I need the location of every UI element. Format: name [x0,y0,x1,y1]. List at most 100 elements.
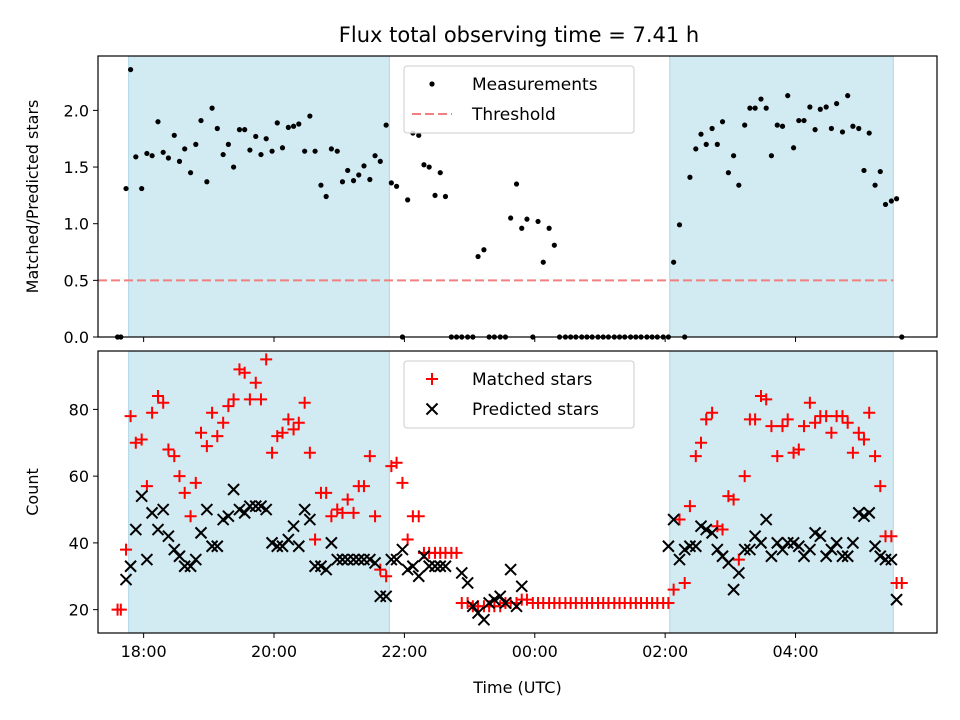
measurement-point [524,216,530,222]
matched-stars-point [178,486,191,499]
measurement-point [698,131,704,137]
predicted-stars-point [200,503,214,516]
matched-stars-point [200,440,213,453]
measurement-point [736,182,742,188]
predicted-stars-point [308,560,322,573]
matched-stars-point [781,413,794,426]
measurement-point [149,153,155,159]
matched-stars-point [374,563,387,576]
measurement-point [812,127,818,133]
matched-stars-point [662,596,675,609]
measurement-point [302,148,308,154]
predicted-stars-point [683,540,697,553]
measurement-point [839,129,846,135]
measurement-point [290,123,297,129]
matched-stars-point [146,406,159,419]
measurement-point [155,119,161,125]
predicted-stars-point [711,543,724,556]
matched-stars-point [825,426,838,439]
legend-box [403,65,635,134]
measurement-point [475,253,481,260]
predicted-stars-point [140,553,154,566]
matched-stars-point [243,393,256,406]
matched-stars-point [227,393,240,406]
matched-stars-point [341,493,354,506]
measurement-point [388,180,394,186]
measurement-point [432,192,438,198]
predicted-stars-point [705,526,719,540]
predicted-stars-point [385,553,398,566]
measurement-point [687,174,693,180]
measurement-point [334,148,340,154]
measurement-point [893,196,900,202]
y-tick-label: 80 [69,400,89,419]
matched-stars-point [168,450,181,463]
measurement-point [845,93,851,99]
measurement-point [551,242,557,248]
predicted-stars-point [781,536,794,550]
measurement-point [204,179,210,185]
matched-stars-point [841,416,854,429]
matched-stars-point [700,413,713,426]
matched-stars-point [287,423,300,436]
predicted-stars-point [673,553,686,566]
predicted-stars-point [189,553,202,566]
measurement-point [719,119,726,125]
matched-stars-point [749,413,762,426]
predicted-stars-point [792,540,806,553]
predicted-stars-point [461,576,474,590]
matched-stars-point [347,506,360,519]
matched-stars-point [266,446,279,459]
x-axis-label: Time (UTC) [472,678,561,697]
matched-stars-point [369,510,382,523]
matched-stars-point [390,456,403,469]
predicted-stars-point [700,523,713,536]
measurement-point [393,183,400,189]
matched-stars-point [157,396,170,409]
predicted-stars-point [494,590,507,603]
predicted-stars-point [173,550,186,563]
matched-stars-point [450,546,463,559]
legend-box [403,360,635,429]
predicted-stars-point [428,560,442,573]
matched-stars-point [771,450,784,463]
predicted-stars-point [129,523,143,536]
measurement-point [328,146,334,152]
measurement-point [171,132,177,138]
measurement-point [801,117,807,124]
measurement-point [421,162,427,168]
measurement-point [856,125,862,132]
predicted-stars-point [357,553,371,566]
matched-stars-point [760,393,773,406]
matched-stars-point [189,476,202,489]
measurement-point [709,125,715,132]
measurement-point [513,181,520,187]
predicted-stars-point [292,540,305,553]
measurement-point [209,105,215,111]
predicted-stars-point [238,506,251,520]
measurement-point [127,66,134,73]
predicted-stars-point [890,593,903,606]
matched-stars-point [173,470,186,483]
measurement-point [230,164,237,170]
matched-stars-point [298,396,311,409]
predicted-stars-point [689,540,703,553]
measurement-point [339,179,346,185]
measurement-point [165,155,172,161]
y-axis-label: Count [23,468,42,516]
ratio-panel: 0.0 0.5 1.0 1.5 2.0 Matched/Predicted stars Me… [23,55,938,347]
matched-stars-point [776,420,789,433]
legend-label: Matched stars [472,370,592,390]
x-tick-label: 02:00 [642,642,688,661]
predicted-stars-point [347,553,360,566]
matched-stars-point [120,543,133,556]
predicted-stars-point [846,536,860,550]
measurement-point [442,193,449,200]
measurement-point [828,125,834,132]
predicted-stars-point [662,540,675,553]
matched-stars-point [852,426,865,439]
measurement-point [725,170,731,176]
predicted-stars-point [341,553,354,566]
measurement-point [535,218,541,225]
